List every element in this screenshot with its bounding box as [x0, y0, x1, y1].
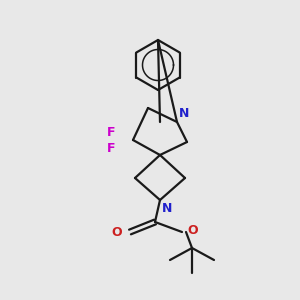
Text: O: O: [111, 226, 122, 238]
Text: N: N: [179, 107, 189, 120]
Text: F: F: [106, 142, 115, 154]
Text: N: N: [162, 202, 172, 215]
Text: O: O: [187, 224, 198, 236]
Text: F: F: [106, 125, 115, 139]
